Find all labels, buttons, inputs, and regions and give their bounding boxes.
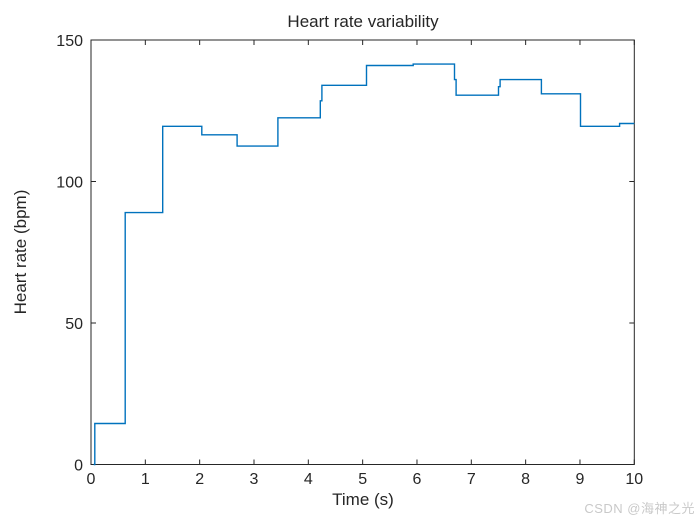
plot-box [90, 39, 635, 465]
x-tick-label: 6 [413, 471, 422, 488]
y-tick-label: 150 [56, 33, 83, 50]
x-tick-label: 8 [521, 471, 530, 488]
y-tick-label: 0 [74, 458, 83, 475]
x-tick-label: 7 [467, 471, 476, 488]
x-tick-label: 5 [358, 471, 367, 488]
x-tick-label: 2 [195, 471, 204, 488]
x-tick-label: 4 [304, 471, 313, 488]
y-tick-label: 100 [56, 175, 83, 192]
x-tick-label: 3 [250, 471, 259, 488]
heart-rate-series-line [93, 63, 635, 466]
watermark-text: CSDN @海神之光 [584, 501, 695, 516]
y-tick-label: 50 [65, 316, 83, 333]
x-tick-label: 10 [625, 471, 643, 488]
chart-title: Heart rate variability [287, 12, 439, 31]
x-tick-label: 9 [576, 471, 585, 488]
x-axis-label: Time (s) [332, 490, 394, 509]
x-tick-label: 0 [87, 471, 96, 488]
x-tick-label: 1 [141, 471, 150, 488]
